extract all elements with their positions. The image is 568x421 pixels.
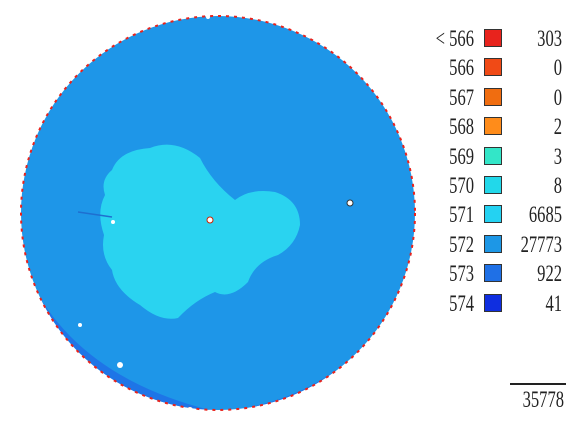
legend-row: 569 3	[414, 142, 568, 171]
legend-count: 3	[553, 143, 562, 169]
defect-dot	[78, 323, 82, 327]
scratch-line	[77, 211, 113, 218]
defect-dot	[206, 15, 210, 19]
legend-swatch	[484, 117, 502, 136]
defect-dot	[111, 220, 115, 224]
legend-count: 8	[553, 173, 562, 198]
wafer-map	[20, 15, 416, 413]
legend-row: 567 0	[414, 83, 568, 112]
legend-row: 571 6685	[414, 200, 568, 229]
legend-swatch	[484, 176, 502, 194]
total-rule	[510, 383, 566, 385]
legend-swatch	[484, 234, 502, 253]
legend-row: 566 0	[414, 53, 568, 82]
legend-swatch	[484, 146, 502, 165]
legend-bin-label: 571	[449, 202, 474, 228]
legend-row: 573 922	[414, 259, 568, 288]
legend-row: < 566 303	[414, 24, 568, 53]
legend-row: 568 2	[414, 112, 568, 141]
wafer-edge	[20, 15, 416, 411]
legend-count: 303	[537, 26, 562, 51]
legend-swatch	[484, 87, 502, 106]
legend-count: 0	[553, 55, 562, 81]
defect-dot	[117, 362, 123, 368]
legend-row: 574 41	[414, 289, 568, 318]
legend-swatch	[484, 293, 502, 312]
legend-count: 2	[553, 114, 562, 140]
defect-dot	[187, 407, 193, 413]
legend-count: 0	[553, 84, 562, 110]
legend-bin-label: 574	[449, 290, 474, 316]
legend-bin-label: 572	[449, 231, 474, 257]
legend-bin-label: 566	[449, 55, 474, 81]
legend-swatch	[484, 264, 502, 283]
defect-dot	[346, 199, 354, 207]
legend-bin-label: < 566	[435, 26, 474, 51]
legend-count: 6685	[528, 202, 562, 228]
legend-bin-label: 570	[449, 173, 474, 198]
legend-count: 27773	[520, 231, 562, 257]
legend-swatch	[484, 58, 502, 77]
legend-swatch	[484, 29, 502, 47]
legend-bin-label: 569	[449, 143, 474, 169]
total-count: 35778	[522, 387, 564, 412]
legend-bin-label: 567	[449, 84, 474, 110]
legend-bin-label: 568	[449, 114, 474, 140]
legend-swatch	[484, 205, 502, 224]
legend-row: 570 8	[414, 171, 568, 200]
legend-row: 572 27773	[414, 230, 568, 259]
defect-dot	[206, 216, 214, 224]
legend-bin-label: 573	[449, 261, 474, 287]
legend-count: 922	[537, 261, 562, 287]
center-patch	[100, 144, 300, 319]
legend-count: 41	[545, 290, 562, 316]
